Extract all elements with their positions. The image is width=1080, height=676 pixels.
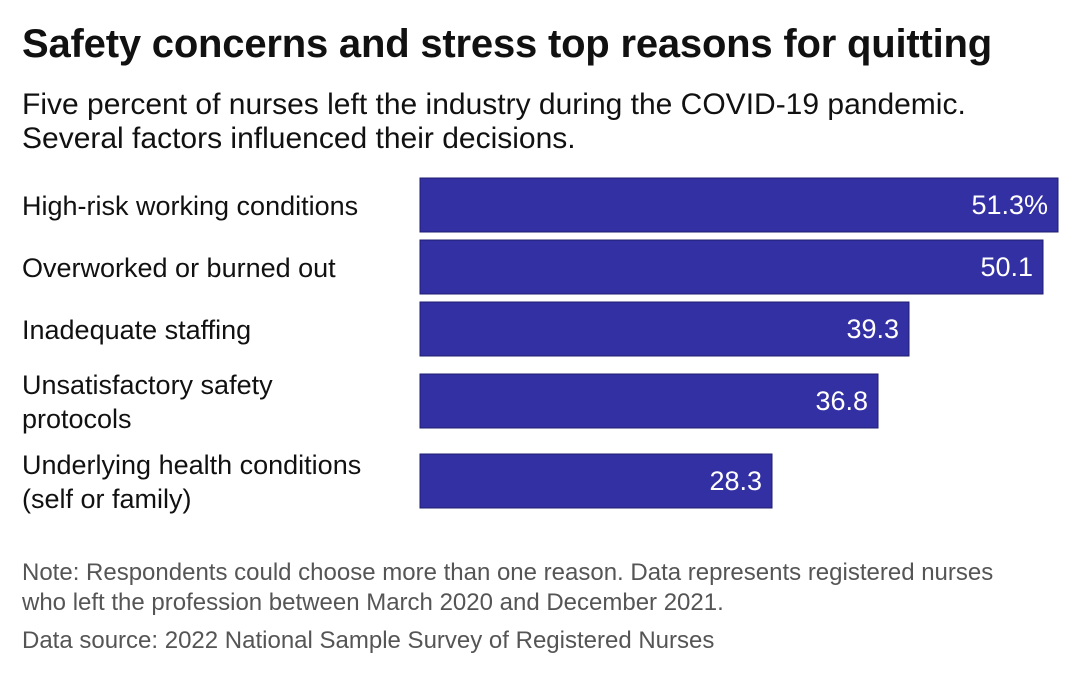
chart-subtitle: Five percent of nurses left the industry… [22,88,966,155]
bar-0 [419,177,1059,233]
bar-4 [419,453,773,509]
bar-3 [419,373,879,429]
bar-value-label-4: 28.3 [709,466,762,496]
bar-2 [419,301,910,357]
bar-chart: 51.3% High-risk working conditions 50.1 Ove… [22,177,1059,514]
category-label-0: High-risk working conditions [22,191,358,221]
category-label-4: Underlying health conditions (self or fam… [22,450,361,514]
chart-title: Safety concerns and stress top reasons f… [22,22,993,66]
category-label-2: Inadequate staffing [22,315,251,345]
bar-value-label-2: 39.3 [846,314,899,344]
data-source: Data source: 2022 National Sample Survey… [22,627,715,654]
bar-1 [419,239,1044,295]
category-label-3: Unsatisfactory safety protocols [22,370,273,434]
bar-value-label-0: 51.3% [971,190,1048,220]
category-label-1: Overworked or burned out [22,253,336,283]
chart-note: Note: Respondents could choose more than… [22,559,994,616]
bar-value-label-1: 50.1 [980,252,1033,282]
bar-value-label-3: 36.8 [815,386,868,416]
